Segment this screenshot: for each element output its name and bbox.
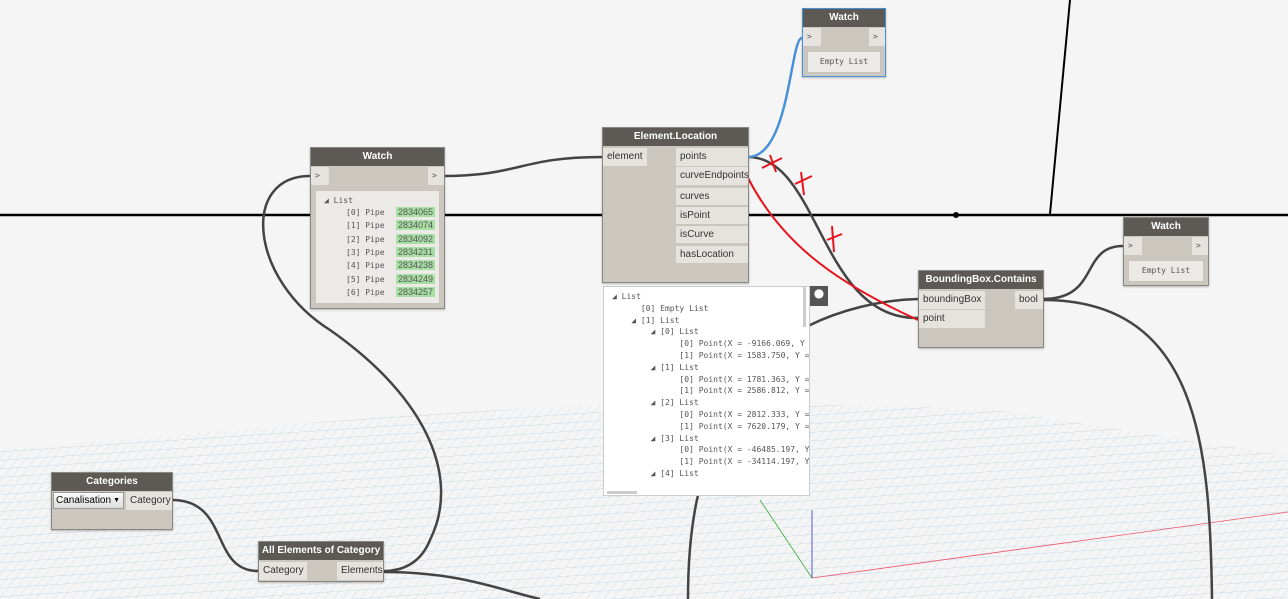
preview-line: ◢ [0] List <box>612 327 699 337</box>
element-id-badge[interactable]: 2834249 <box>396 273 436 284</box>
wire[interactable] <box>686 494 700 599</box>
wire[interactable] <box>1042 298 1214 599</box>
list-label: List <box>333 196 353 205</box>
output-port-isPoint[interactable]: isPoint <box>676 205 748 224</box>
element-id-badge[interactable]: 2834231 <box>396 246 436 257</box>
preview-line: [0] Point(X = 2812.333, Y = <box>612 409 810 419</box>
list-item: [5] Pipe <box>346 274 385 284</box>
chevron-down-icon: ▼ <box>113 497 120 504</box>
preview-line: ◢ [2] List <box>612 398 699 408</box>
output-port-category[interactable]: Category <box>126 492 172 510</box>
element-id-badge[interactable]: 2834257 <box>396 286 436 297</box>
annotation-marks <box>747 154 919 321</box>
element-id-badge[interactable]: 2834074 <box>396 220 436 231</box>
list-item: [1] Pipe <box>346 221 385 231</box>
input-port[interactable]: > <box>803 28 821 46</box>
node-title: Watch <box>1124 218 1208 236</box>
element-id-badge[interactable]: 2834092 <box>396 233 436 244</box>
list-root[interactable]: ◢ List <box>324 196 353 205</box>
input-port-point[interactable]: point <box>919 310 985 328</box>
geometry-point <box>953 212 959 218</box>
input-port[interactable]: > <box>311 167 329 185</box>
geometry-line <box>1049 0 1071 215</box>
watch-value: Empty List <box>807 51 881 73</box>
preview-line: [1] Point(X = -34114.197, Y <box>612 457 810 467</box>
output-port-hasLocation[interactable]: hasLocation <box>676 244 748 263</box>
node-title: BoundingBox.Contains <box>919 271 1043 289</box>
output-port[interactable]: > <box>428 167 444 185</box>
watch-value: Empty List <box>1128 260 1204 282</box>
node-title: Watch <box>311 148 444 166</box>
output-port[interactable]: > <box>869 28 885 46</box>
element-id-badge[interactable]: 2834065 <box>396 207 436 217</box>
list-item: [2] Pipe <box>346 234 385 244</box>
list-item: [6] Pipe <box>346 287 385 297</box>
preview-line: [1] Point(X = 1583.750, Y = <box>612 350 810 360</box>
wire[interactable] <box>171 498 259 573</box>
preview-line: ◢ [3] List <box>612 433 699 443</box>
node-title: Watch <box>803 9 885 27</box>
list-item: [3] Pipe <box>346 247 385 257</box>
output-port-points[interactable]: points <box>676 148 748 166</box>
preview-line: [1] Point(X = 2586.812, Y = <box>612 386 810 396</box>
input-port[interactable]: > <box>1124 237 1142 255</box>
node-title: All Elements of Category <box>259 542 383 560</box>
dropdown-value: Canalisation <box>56 495 112 506</box>
all-elements-node[interactable]: All Elements of Category Category Elemen… <box>258 541 384 582</box>
preview-line: [0] Empty List <box>612 303 709 313</box>
input-port-element[interactable]: element <box>603 148 647 166</box>
preview-line: ◢ [1] List <box>612 315 680 325</box>
wire[interactable] <box>807 297 919 328</box>
output-port-bool[interactable]: bool <box>1015 291 1043 309</box>
preview-line: [1] Point(X = 7620.179, Y = <box>612 421 810 431</box>
preview-line: ◢ [1] List <box>612 362 699 372</box>
list-item: [0] Pipe <box>346 208 385 217</box>
preview-line: [0] Point(X = -9166.069, Y = <box>612 339 810 349</box>
wire-selected[interactable] <box>747 36 803 159</box>
boundingbox-contains-node[interactable]: BoundingBox.Contains boundingBox point b… <box>918 270 1044 348</box>
output-port-isCurve[interactable]: isCurve <box>676 225 748 244</box>
watch-list: ◢ List [0] Pipe 2834065 [1] Pipe 2834074 [2]… <box>315 190 440 304</box>
horizontal-scrollbar[interactable] <box>607 491 637 494</box>
y-axis <box>759 499 813 579</box>
output-port-curves[interactable]: curves <box>676 186 748 205</box>
element-id-badge[interactable]: 2834238 <box>396 260 436 271</box>
output-port-elements[interactable]: Elements <box>337 562 383 580</box>
pin-icon[interactable]: ● <box>810 286 828 306</box>
output-port[interactable]: > <box>1192 237 1208 255</box>
output-port-curveEndpoints[interactable]: curveEndpoints <box>676 167 749 186</box>
watch-node-main[interactable]: Watch > > ◢ List [0] Pipe 2834065 [1] Pipe… <box>310 147 445 309</box>
preview-line: [0] Point(X = -46485.197, Y <box>612 445 810 455</box>
wire[interactable] <box>383 570 541 599</box>
wire[interactable] <box>262 174 443 573</box>
wire[interactable] <box>1042 244 1124 301</box>
node-title: Categories <box>52 473 172 491</box>
preview-line: ◢ [4] List <box>612 468 699 478</box>
vertical-scrollbar[interactable] <box>803 287 806 327</box>
categories-node[interactable]: Categories Canalisation ▼ Category <box>51 472 173 530</box>
element-location-node[interactable]: Element.Location element points curveEndp… <box>602 127 749 283</box>
list-item: [4] Pipe <box>346 261 385 271</box>
preview-bubble: ◢ List [0] Empty List ◢ [1] List ◢ [0] L… <box>603 286 810 496</box>
wire[interactable] <box>442 155 603 178</box>
node-title: Element.Location <box>603 128 748 146</box>
input-port-category[interactable]: Category <box>259 562 307 580</box>
watch-node-top[interactable]: Watch > > Empty List <box>802 8 886 77</box>
preview-line: ◢ List <box>612 292 641 301</box>
preview-line: [0] Point(X = 1781.363, Y = <box>612 374 810 384</box>
watch-node-right[interactable]: Watch > > Empty List <box>1123 217 1209 286</box>
category-dropdown[interactable]: Canalisation ▼ <box>53 492 124 509</box>
input-port-boundingbox[interactable]: boundingBox <box>919 291 985 309</box>
